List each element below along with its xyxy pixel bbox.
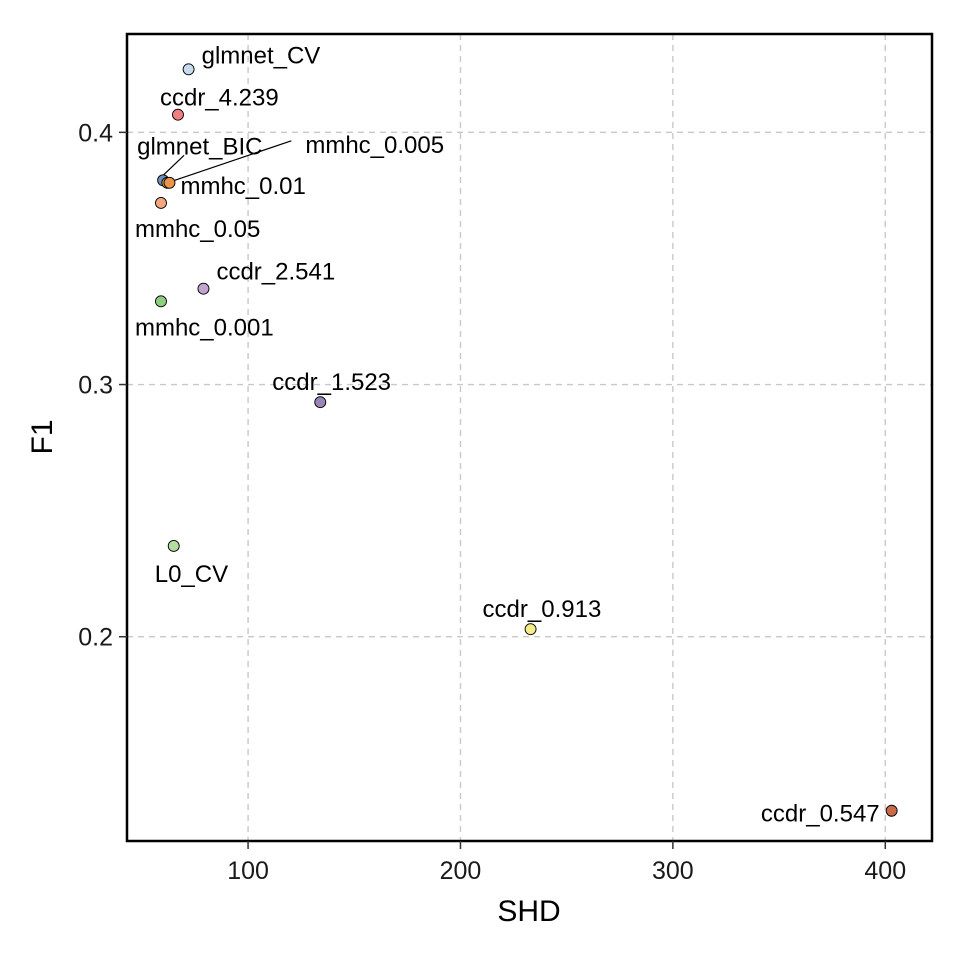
label-leader-lines	[162, 140, 292, 184]
data-point-mmhc_0.001	[155, 295, 167, 308]
point-label-mmhc_0.01: mmhc_0.01	[180, 173, 305, 200]
data-point-mmhc_0.01	[163, 176, 176, 189]
data-point-mmhc_0.05	[155, 197, 167, 209]
plot-panel-border	[125, 32, 934, 843]
point-label-ccdr_1.523: ccdr_1.523	[272, 369, 391, 396]
x-axis-title: SHD	[497, 895, 560, 928]
data-point-L0_CV	[167, 539, 180, 552]
y-tick-label: 0.3	[78, 372, 113, 400]
point-label-mmhc_0.001: mmhc_0.001	[135, 314, 274, 341]
point-label-ccdr_0.913: ccdr_0.913	[483, 596, 602, 623]
y-axis-title: F1	[26, 419, 59, 454]
point-label-ccdr_4.239: ccdr_4.239	[160, 85, 279, 112]
x-tick-label: 200	[440, 857, 482, 885]
axes: 100 200 300 400 0.2 0.3 0.4	[78, 119, 906, 885]
y-tick-label: 0.4	[78, 119, 113, 147]
point-label-mmhc_0.05: mmhc_0.05	[135, 216, 260, 243]
point-label-ccdr_2.541: ccdr_2.541	[216, 259, 335, 286]
label-leader-line	[167, 140, 292, 184]
data-point-ccdr_4.239	[172, 108, 184, 121]
point-label-mmhc_0.005: mmhc_0.005	[305, 132, 444, 159]
x-tick-label: 100	[227, 857, 269, 885]
data-points	[155, 63, 898, 817]
data-point-ccdr_1.523	[314, 396, 327, 409]
x-tick-label: 300	[652, 857, 694, 885]
x-tick-label: 400	[864, 857, 906, 885]
label-leader-line	[162, 154, 185, 176]
point-label-glmnet_BIC: glmnet_BIC	[137, 133, 262, 160]
data-point-ccdr_2.541	[197, 282, 210, 295]
point-label-ccdr_0.547: ccdr_0.547	[761, 801, 880, 828]
point-label-L0_CV: L0_CV	[155, 561, 228, 588]
data-point-glmnet_CV	[182, 63, 195, 76]
data-point-ccdr_0.547	[885, 804, 898, 817]
point-label-glmnet_CV: glmnet_CV	[202, 42, 321, 69]
grid-lines	[127, 34, 932, 841]
data-point-ccdr_0.913	[524, 623, 537, 636]
y-tick-label: 0.2	[78, 624, 113, 652]
